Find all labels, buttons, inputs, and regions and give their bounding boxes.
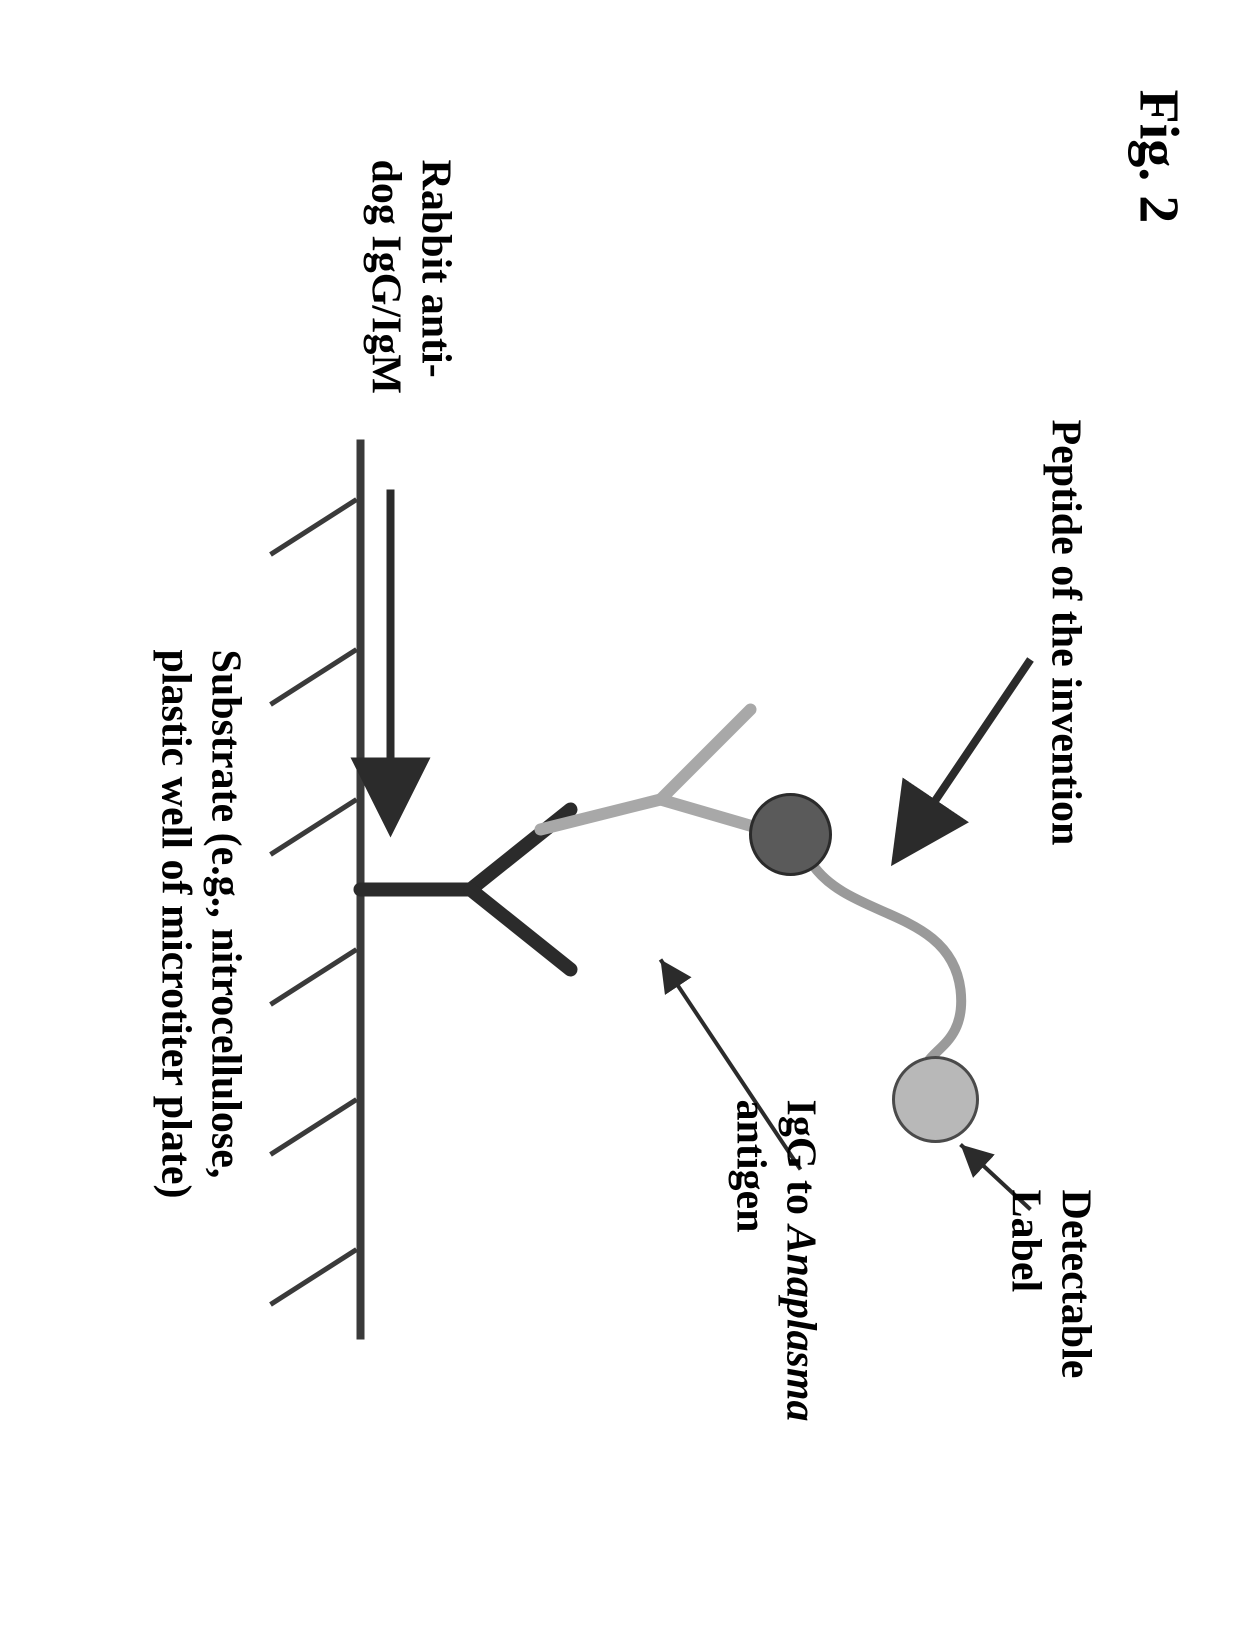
label-igg: IgG to Anaplasma antigen — [725, 1100, 826, 1550]
substrate-group — [271, 440, 361, 1340]
label-detectable: DetectableLabel — [1000, 1190, 1101, 1379]
peptide-complex — [751, 795, 978, 1142]
label-substrate: Substrate (e.g., nitrocellulose,plastic … — [150, 650, 251, 1199]
label-rabbit: Rabbit anti-dog IgG/IgM — [360, 160, 461, 395]
label-peptide: Peptide of the invention — [1040, 420, 1090, 846]
diagram-area: Peptide of the invention DetectableLabel… — [81, 90, 1081, 1550]
rotated-canvas: Fig. 2 Peptide of the invention Detectab… — [1, 0, 1240, 1647]
light-antibody — [541, 710, 781, 835]
figure-title: Fig. 2 — [1127, 90, 1191, 224]
